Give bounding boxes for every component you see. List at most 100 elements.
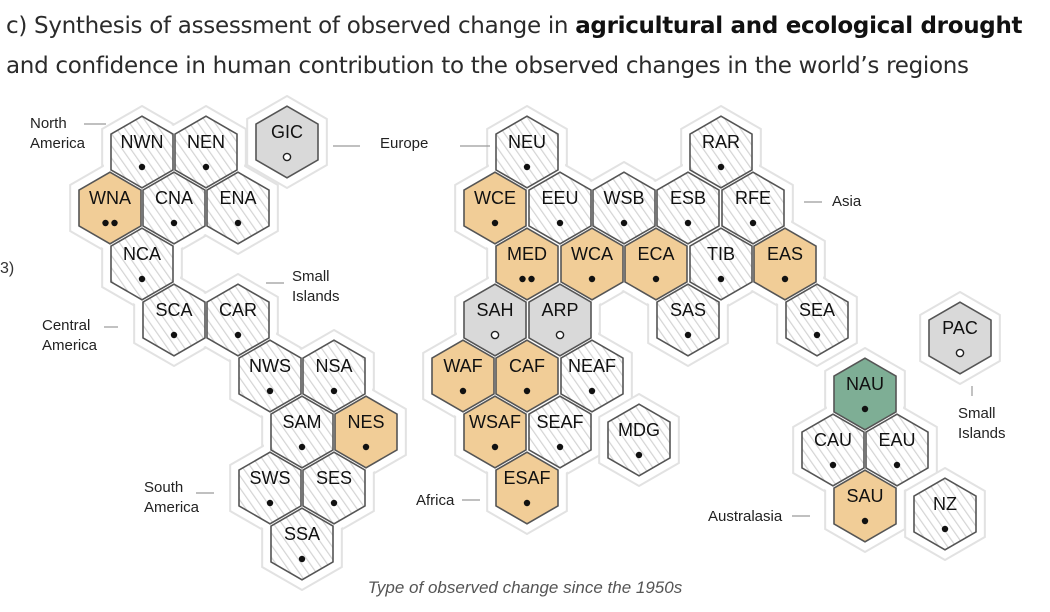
title-bold: agricultural and ecological drought	[575, 13, 1023, 39]
group-label-small-islands-2: Islands	[958, 425, 1006, 442]
region-code: NES	[347, 412, 384, 432]
region-code: SSA	[284, 524, 320, 544]
region-code: SAH	[476, 300, 513, 320]
region-hex-tib: TIB	[689, 227, 753, 301]
confidence-dot	[749, 219, 757, 227]
region-code: NEAF	[568, 356, 616, 376]
region-code: NZ	[933, 494, 957, 514]
region-hex-eeu: EEU	[528, 171, 592, 245]
region-code: SWS	[249, 468, 290, 488]
confidence-dot	[170, 219, 178, 227]
group-label-small-islands-2: Small	[958, 405, 996, 422]
region-code: SAS	[670, 300, 706, 320]
hex-shape	[495, 451, 559, 525]
hex-shape	[495, 339, 559, 413]
hex-shape	[431, 339, 495, 413]
hex-shape	[495, 115, 559, 189]
hex-shape	[255, 105, 319, 179]
region-code: RFE	[735, 188, 771, 208]
region-hex-gic: GIC	[255, 105, 319, 179]
group-label-africa: Africa	[416, 492, 455, 509]
hex-shape	[110, 115, 174, 189]
group-label-small-islands-1: Small	[292, 268, 330, 285]
region-hex-caf: CAF	[495, 339, 559, 413]
confidence-dot	[459, 387, 467, 395]
hex-shape	[238, 339, 302, 413]
confidence-dot	[717, 275, 725, 283]
confidence-dot	[588, 387, 596, 395]
group-label-australasia: Australasia	[708, 508, 783, 525]
region-hex-cau: CAU	[801, 413, 865, 487]
hex-shape	[528, 171, 592, 245]
region-code: NEU	[508, 132, 546, 152]
region-code: CAR	[219, 300, 257, 320]
confidence-dot	[556, 443, 564, 451]
hex-shape	[801, 413, 865, 487]
region-code: SAU	[846, 486, 883, 506]
region-code: MDG	[618, 420, 660, 440]
confidence-dot	[523, 387, 531, 395]
group-label-north-america: North	[30, 115, 67, 132]
hex-shape	[785, 283, 849, 357]
confidence-dot	[829, 461, 837, 469]
region-hex-sah: SAH	[463, 283, 527, 357]
region-code: GIC	[271, 122, 303, 142]
region-code: TIB	[707, 244, 735, 264]
region-code: SAM	[282, 412, 321, 432]
hex-shape	[592, 171, 656, 245]
region-hex-sca: SCA	[142, 283, 206, 357]
confidence-dot	[234, 219, 242, 227]
title-prefix: c) Synthesis of assessment of observed c…	[6, 13, 576, 39]
region-hex-nz: NZ	[913, 477, 977, 551]
group-label-south-america: South	[144, 479, 183, 496]
region-code: CAF	[509, 356, 545, 376]
hex-shape	[495, 227, 559, 301]
region-hex-neu: NEU	[495, 115, 559, 189]
confidence-dot	[330, 499, 338, 507]
hex-shape	[913, 477, 977, 551]
hex-shape	[302, 451, 366, 525]
edge-mark: 3)	[0, 260, 15, 277]
hex-shape	[78, 171, 142, 245]
confidence-dot	[519, 275, 526, 283]
confidence-dot	[893, 461, 901, 469]
hex-shape	[560, 339, 624, 413]
confidence-dot	[620, 219, 628, 227]
region-hex-nws: NWS	[238, 339, 302, 413]
hex-shape	[528, 395, 592, 469]
region-code: SEAF	[536, 412, 583, 432]
region-hex-esaf: ESAF	[495, 451, 559, 525]
region-hex-seaf: SEAF	[528, 395, 592, 469]
confidence-dot	[330, 387, 338, 395]
hex-shape	[463, 283, 527, 357]
region-hex-nsa: NSA	[302, 339, 366, 413]
hex-shape	[110, 227, 174, 301]
region-hex-waf: WAF	[431, 339, 495, 413]
region-hex-pac: PAC	[928, 301, 992, 375]
region-code: NEN	[187, 132, 225, 152]
group-label-central-america: Central	[42, 317, 90, 334]
region-code: WCE	[474, 188, 516, 208]
region-code: NCA	[123, 244, 161, 264]
confidence-dot	[491, 219, 499, 227]
confidence-dot	[491, 443, 499, 451]
region-code: WNA	[89, 188, 131, 208]
region-hex-esb: ESB	[656, 171, 720, 245]
region-code: NAU	[846, 374, 884, 394]
confidence-dot-hollow	[555, 330, 565, 340]
region-hex-sas: SAS	[656, 283, 720, 357]
region-hex-rar: RAR	[689, 115, 753, 189]
region-hex-ses: SES	[302, 451, 366, 525]
confidence-dot	[781, 275, 789, 283]
region-hex-neaf: NEAF	[560, 339, 624, 413]
confidence-dot	[170, 331, 178, 339]
confidence-dot	[717, 163, 725, 171]
confidence-dot	[861, 517, 869, 525]
confidence-dot	[813, 331, 821, 339]
hex-shape	[528, 283, 592, 357]
region-code: RAR	[702, 132, 740, 152]
region-hex-wce: WCE	[463, 171, 527, 245]
region-hex-wca: WCA	[560, 227, 624, 301]
region-code: NWN	[121, 132, 164, 152]
region-code: MED	[507, 244, 547, 264]
